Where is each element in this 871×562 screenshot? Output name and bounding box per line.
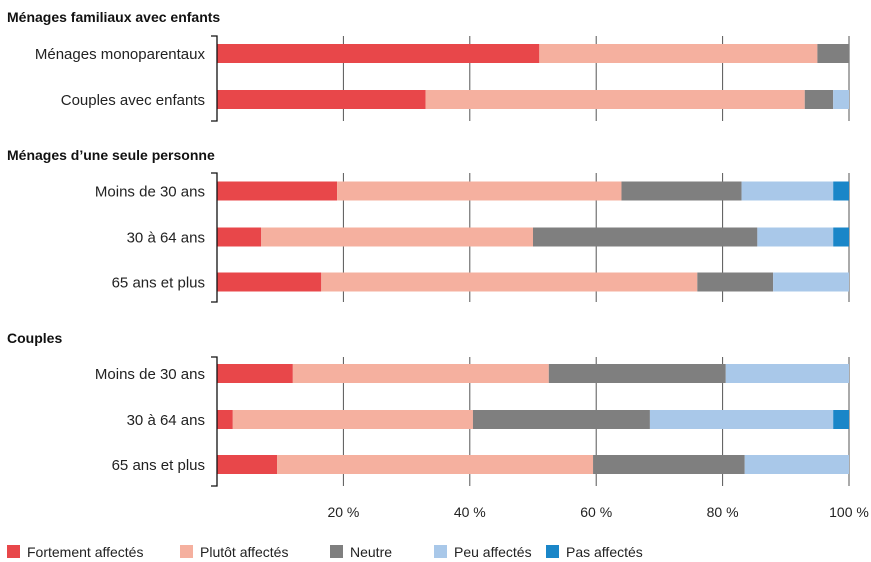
category-label: 30 à 64 ans — [127, 230, 205, 247]
bar-peu-affectes — [741, 181, 834, 201]
category-label: Ménages monoparentaux — [35, 46, 206, 63]
x-tick-label: 20 % — [327, 504, 359, 520]
legend-swatch-plutot-affectes — [180, 545, 193, 558]
legend-label: Fortement affectés — [27, 544, 143, 560]
bar-plutot-affectes — [337, 181, 622, 201]
bar-neutre — [817, 44, 849, 63]
bar-pas-affectes — [833, 181, 849, 201]
bar-peu-affectes — [744, 455, 849, 474]
legend-label: Pas affectés — [566, 544, 643, 560]
bar-fortement-affectes — [217, 455, 278, 474]
bar-plutot-affectes — [261, 227, 533, 247]
category-label: Couples avec enfants — [61, 92, 205, 109]
category-label: Moins de 30 ans — [95, 366, 205, 383]
group-axis — [211, 356, 218, 487]
bar-neutre — [472, 410, 650, 429]
category-label: 30 à 64 ans — [127, 412, 205, 429]
bar-plutot-affectes — [321, 272, 698, 292]
bar-fortement-affectes — [217, 410, 233, 429]
bar-plutot-affectes — [277, 455, 594, 474]
legend-swatch-neutre — [330, 545, 343, 558]
group-axis — [211, 172, 218, 303]
category-label: 65 ans et plus — [112, 275, 205, 292]
group-axes — [211, 35, 218, 487]
bar-fortement-affectes — [217, 364, 293, 383]
bar-pas-affectes — [833, 410, 849, 429]
bar-plutot-affectes — [539, 44, 818, 63]
category-label: Moins de 30 ans — [95, 184, 205, 201]
legend: Fortement affectés Plutôt affectés Neutre P… — [7, 544, 643, 560]
x-tick-label: 40 % — [454, 504, 486, 520]
bar-fortement-affectes — [217, 181, 338, 201]
bar-peu-affectes — [649, 410, 834, 429]
bar-fortement-affectes — [217, 44, 540, 63]
legend-swatch-fortement-affectes — [7, 545, 20, 558]
group-title: Ménages d’une seule personne — [7, 147, 215, 163]
bar-neutre — [548, 364, 726, 383]
bar-neutre — [621, 181, 742, 201]
group-title: Ménages familiaux avec enfants — [7, 9, 220, 25]
category-labels: Ménages monoparentaux Couples avec enfant… — [35, 46, 206, 474]
bar-peu-affectes — [773, 272, 849, 292]
bar-fortement-affectes — [217, 227, 262, 247]
legend-swatch-peu-affectes — [434, 545, 447, 558]
legend-swatch-pas-affectes — [546, 545, 559, 558]
legend-label: Plutôt affectés — [200, 544, 288, 560]
bar-plutot-affectes — [232, 410, 473, 429]
group-title: Couples — [7, 330, 62, 346]
bar-peu-affectes — [725, 364, 849, 383]
legend-label: Peu affectés — [454, 544, 532, 560]
category-label: 65 ans et plus — [112, 457, 205, 474]
bar-neutre — [593, 455, 745, 474]
x-tick-labels: 20 % 40 % 60 % 80 % 100 % — [327, 504, 868, 520]
bar-peu-affectes — [757, 227, 834, 247]
group-axis — [211, 35, 218, 122]
bar-neutre — [533, 227, 758, 247]
bar-plutot-affectes — [425, 90, 805, 109]
x-tick-label: 60 % — [580, 504, 612, 520]
x-tick-label: 80 % — [707, 504, 739, 520]
group-titles: Ménages familiaux avec enfants Ménages d’… — [7, 9, 220, 346]
bar-neutre — [804, 90, 834, 109]
bar-pas-affectes — [833, 227, 849, 247]
bar-plutot-affectes — [292, 364, 549, 383]
bar-neutre — [697, 272, 774, 292]
legend-label: Neutre — [350, 544, 392, 560]
x-tick-label: 100 % — [829, 504, 869, 520]
bars — [217, 44, 849, 474]
bar-fortement-affectes — [217, 90, 426, 109]
bar-fortement-affectes — [217, 272, 322, 292]
bar-peu-affectes — [833, 90, 849, 109]
